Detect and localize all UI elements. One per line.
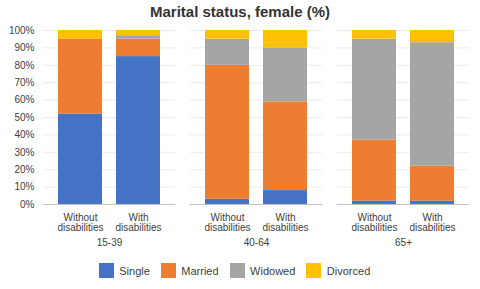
svg-text:0%: 0% xyxy=(20,199,35,210)
svg-text:90%: 90% xyxy=(14,42,34,53)
html-text:Marital status, female (%): Marital status, female (%) xyxy=(150,3,330,20)
html-text:Divorced: Divorced xyxy=(326,264,371,277)
svg-text:40%: 40% xyxy=(14,129,34,140)
svg-text:Withoutdisabilities: Withoutdisabilities xyxy=(57,212,103,233)
svg-text:15-39: 15-39 xyxy=(97,237,123,248)
svg-text:Withdisabilities: Withdisabilities xyxy=(409,212,455,233)
svg-text:Withdisabilities: Withdisabilities xyxy=(262,212,308,233)
svg-text:Withdisabilities: Withdisabilities xyxy=(115,212,161,233)
svg-text:40-64: 40-64 xyxy=(244,237,270,248)
svg-text:80%: 80% xyxy=(14,60,34,71)
svg-text:10%: 10% xyxy=(14,181,34,192)
svg-text:Withoutdisabilities: Withoutdisabilities xyxy=(351,212,397,233)
svg-text:Withoutdisabilities: Withoutdisabilities xyxy=(204,212,250,233)
svg-text:20%: 20% xyxy=(14,164,34,175)
html-text:Single: Single xyxy=(119,264,150,277)
svg-text:100%: 100% xyxy=(9,25,35,36)
svg-text:50%: 50% xyxy=(14,112,34,123)
html-text:Married: Married xyxy=(181,264,219,277)
html-text:Widowed: Widowed xyxy=(250,264,296,277)
svg-text:70%: 70% xyxy=(14,77,34,88)
svg-text:30%: 30% xyxy=(14,147,34,158)
svg-text:65+: 65+ xyxy=(395,237,412,248)
svg-text:60%: 60% xyxy=(14,94,34,105)
